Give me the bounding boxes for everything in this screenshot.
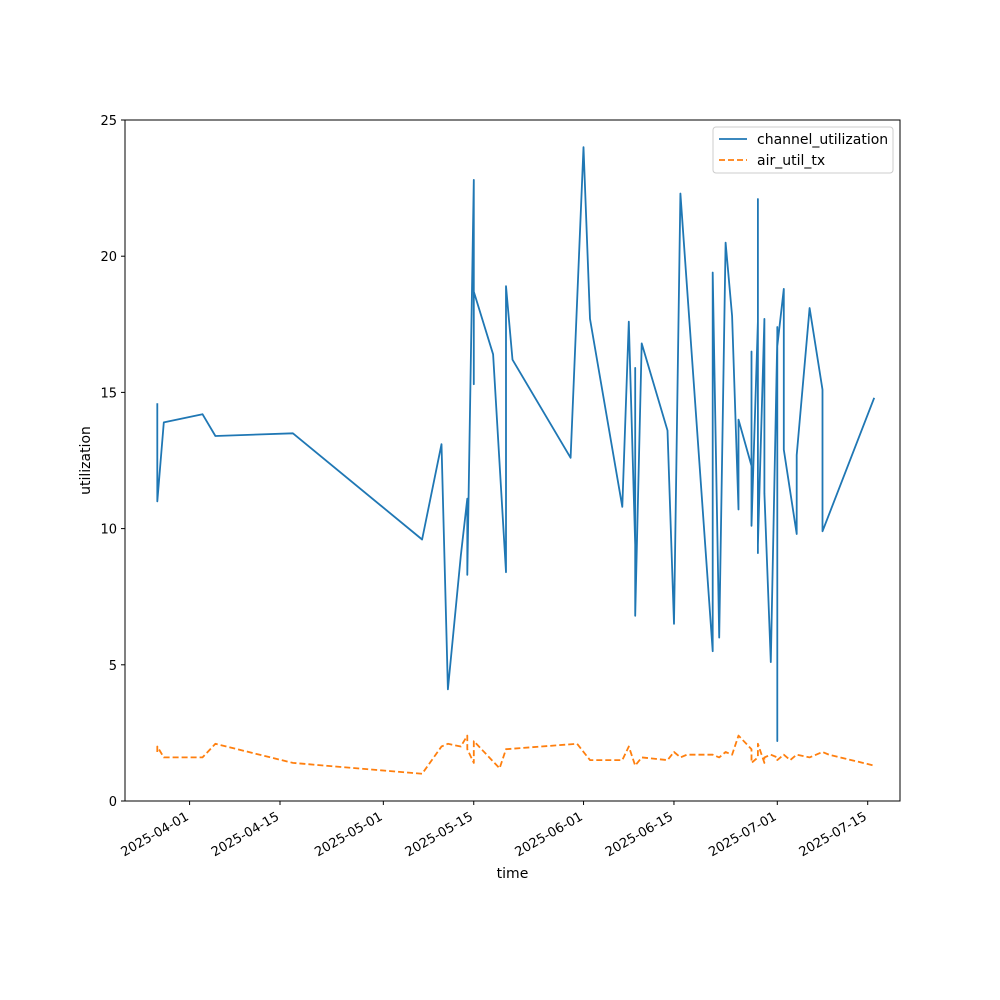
y-tick-label: 5 [109, 659, 117, 674]
plot-area [125, 120, 900, 801]
legend-label: channel_utilization [757, 132, 888, 148]
legend-label: air_util_tx [757, 153, 825, 169]
legend-box [712, 126, 894, 174]
y-tick-label: 15 [100, 386, 117, 401]
series-line-channel-utilization [156, 146, 876, 742]
y-tick-label: 0 [109, 795, 117, 810]
y-axis-label: utilization [78, 426, 94, 495]
y-tick-label: 20 [100, 250, 117, 265]
y-tick-label: 25 [100, 114, 117, 129]
y-tick-label: 10 [100, 523, 117, 538]
series-layer [156, 146, 876, 775]
series-line-air-util-tx [156, 734, 875, 775]
y-axis: 0 5 10 15 20 25 [100, 114, 125, 810]
x-axis-label: time [497, 866, 529, 882]
legend: channel_utilization air_util_tx [712, 126, 894, 174]
plot-frame [124, 119, 901, 802]
